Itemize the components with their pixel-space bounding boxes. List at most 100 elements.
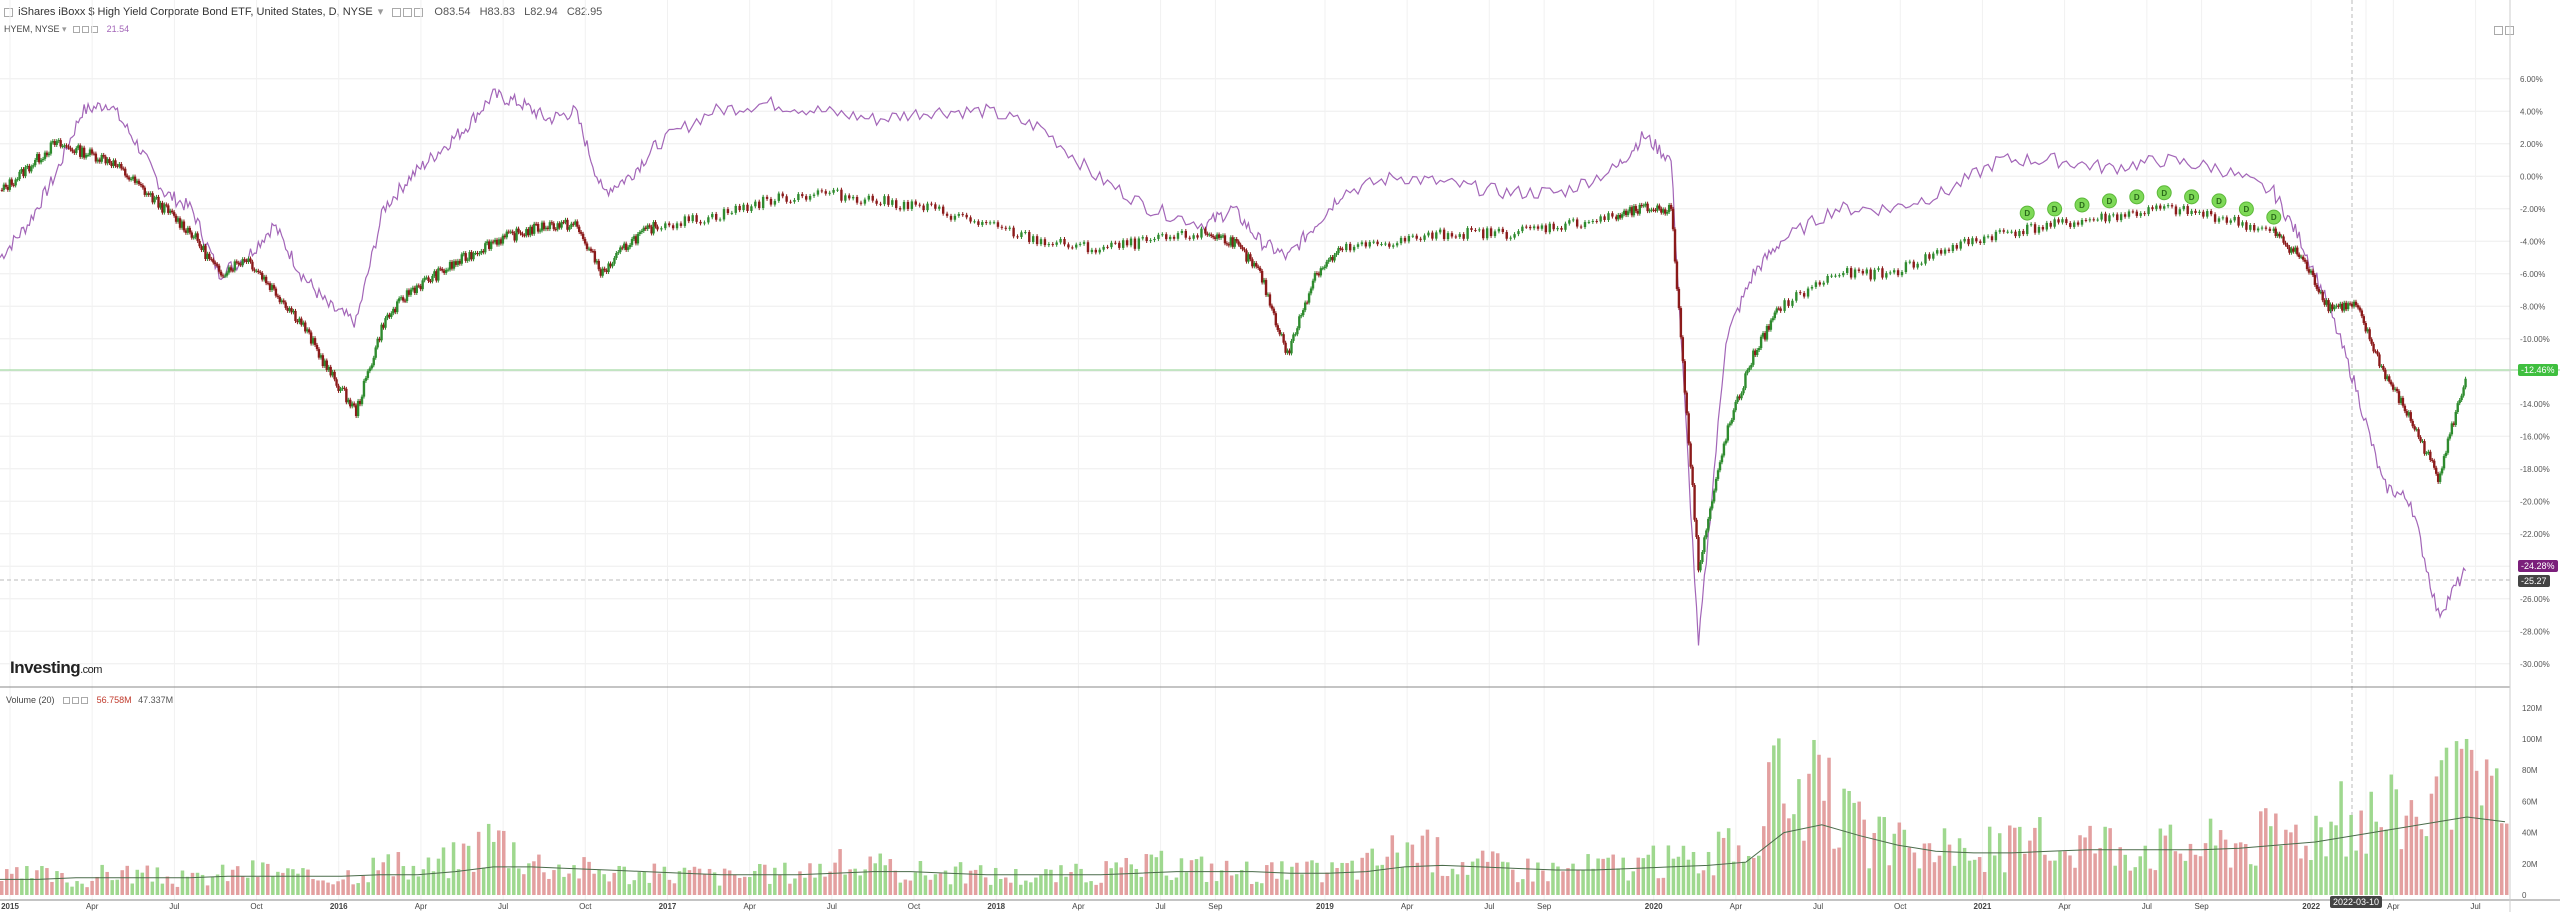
volume-bar <box>913 872 918 895</box>
candle-body <box>1975 238 1978 242</box>
x-tick-label: Sep <box>1208 902 1223 911</box>
candle-body <box>1266 294 1270 296</box>
close-icon[interactable] <box>91 26 99 34</box>
candle-body <box>1482 229 1485 239</box>
volume-bar <box>1255 881 1259 895</box>
volume-bar <box>436 858 441 895</box>
collapse-icon[interactable] <box>4 7 13 17</box>
volume-bar <box>542 872 546 895</box>
candle-body <box>1622 210 1626 215</box>
volume-bar <box>2364 853 2368 895</box>
volume-bar <box>50 881 54 895</box>
candle-body <box>392 308 395 314</box>
maximize-icon[interactable] <box>2494 26 2503 36</box>
candle-body <box>499 239 503 244</box>
candle-body <box>43 152 47 159</box>
volume-bar <box>1350 860 1354 895</box>
volume-bar <box>1099 882 1103 895</box>
candle-body <box>1669 204 1673 209</box>
volume-bar <box>2499 823 2504 895</box>
settings-icon[interactable] <box>392 7 402 17</box>
volume-bar <box>170 883 175 895</box>
candle-body <box>1710 501 1714 509</box>
candle-body <box>2440 468 2444 474</box>
volume-bar <box>5 869 9 895</box>
close-icon[interactable] <box>81 697 89 705</box>
hide-icon[interactable] <box>403 7 413 17</box>
candle-body <box>270 285 274 291</box>
candle-body <box>808 195 812 200</box>
candle-body <box>2045 222 2048 230</box>
candle-body <box>435 271 438 281</box>
candle-body <box>255 270 258 272</box>
candle-body <box>57 140 60 142</box>
candle-body <box>636 233 640 244</box>
volume-bar <box>2183 860 2188 895</box>
candle-body <box>1137 238 1141 249</box>
close-icon[interactable] <box>414 7 424 17</box>
candle-body <box>2364 323 2367 332</box>
candle-body <box>382 324 385 328</box>
candle-body <box>102 154 105 157</box>
volume-bar <box>1772 745 1776 895</box>
hide-icon[interactable] <box>82 26 90 34</box>
candle-body <box>86 154 90 156</box>
volume-bar <box>833 862 837 895</box>
candle-body <box>640 230 644 233</box>
candle-body <box>153 197 156 203</box>
volume-bar <box>2319 827 2323 895</box>
volume-bar <box>2228 867 2233 895</box>
volume-bar <box>532 861 536 895</box>
hide-icon[interactable] <box>72 697 80 705</box>
candle-body <box>35 154 39 160</box>
candle-body <box>413 287 417 293</box>
volume-bar <box>105 871 109 895</box>
candle-body <box>624 243 628 250</box>
volume-bar <box>1330 862 1334 895</box>
candle-body <box>1660 208 1663 213</box>
volume-bar <box>1410 844 1415 895</box>
candle-body <box>668 223 671 226</box>
volume-bar <box>973 869 978 895</box>
y-tick-label: -18.00% <box>2520 465 2550 474</box>
compare-symbol[interactable]: HYEM, NYSE <box>4 24 60 34</box>
candle-body <box>241 259 244 265</box>
chevron-down-icon[interactable]: ▾ <box>62 24 67 34</box>
volume-bar <box>1405 842 1410 895</box>
candle-body <box>474 252 477 254</box>
candle-body <box>292 310 295 313</box>
candle-body <box>378 338 381 341</box>
y-tick-label: 6.00% <box>2520 75 2543 84</box>
volume-bar <box>1500 861 1505 895</box>
candle-body <box>319 355 323 358</box>
volume-bar <box>1526 858 1530 895</box>
candle-body <box>1718 462 1722 471</box>
x-tick-label: Sep <box>1537 902 1552 911</box>
volume-bar <box>1937 855 1942 895</box>
candle-body <box>339 388 342 391</box>
volume-bar <box>1149 854 1154 895</box>
candle-body <box>1959 241 1962 249</box>
settings-icon[interactable] <box>63 697 71 705</box>
candle-body <box>20 169 23 172</box>
volume-bar <box>1310 860 1314 895</box>
volume-bar <box>1370 848 1374 895</box>
candle-body <box>155 196 158 198</box>
candle-body <box>1315 273 1319 275</box>
volume-bar <box>175 886 180 895</box>
volume-bar <box>783 862 787 895</box>
candle-body <box>1004 227 1007 229</box>
candle-body <box>2329 304 2332 312</box>
candle-body <box>1035 236 1039 245</box>
candle-body <box>194 233 197 238</box>
candle-body <box>1900 272 1904 276</box>
volume-bar <box>863 869 867 895</box>
candle-body <box>1763 333 1767 340</box>
volume-bar <box>2083 837 2087 895</box>
candle-body <box>828 192 831 194</box>
candle-body <box>1098 249 1101 253</box>
candle-body <box>1474 230 1477 232</box>
settings-icon[interactable] <box>73 26 81 34</box>
chevron-down-icon[interactable]: ▾ <box>377 6 384 18</box>
